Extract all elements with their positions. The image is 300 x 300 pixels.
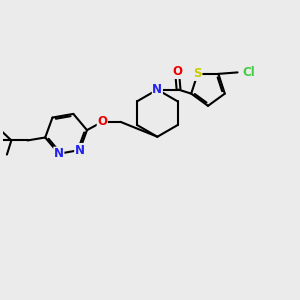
Text: N: N <box>75 143 85 157</box>
Text: O: O <box>97 116 107 128</box>
Text: S: S <box>194 68 202 80</box>
Text: N: N <box>152 83 162 96</box>
Text: O: O <box>172 65 182 79</box>
Text: N: N <box>54 147 64 160</box>
Text: Cl: Cl <box>242 66 255 79</box>
